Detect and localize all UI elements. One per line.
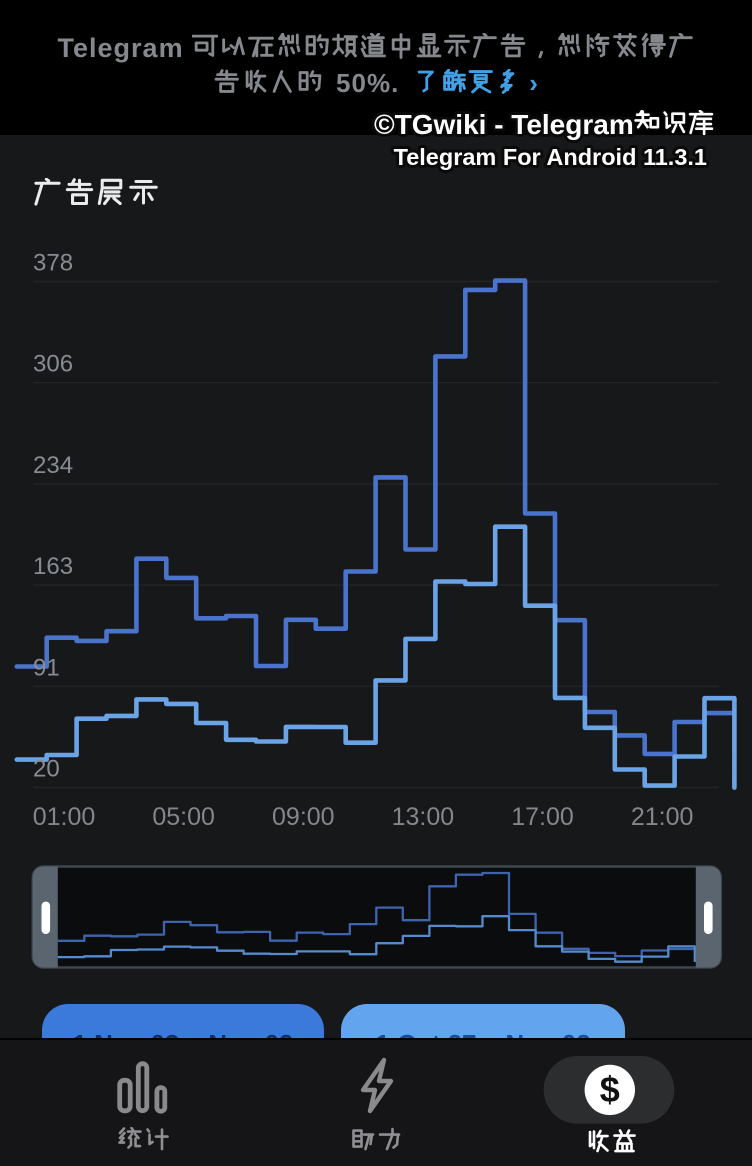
svg-text:09:00: 09:00 — [272, 803, 335, 831]
svg-text:01:00: 01:00 — [33, 803, 96, 831]
svg-text:234: 234 — [33, 452, 73, 479]
svg-text:13:00: 13:00 — [392, 803, 455, 831]
svg-text:Telegram For Android 11.3.1: Telegram For Android 11.3.1 — [394, 144, 707, 170]
svg-text:306: 306 — [33, 351, 73, 378]
svg-text:378: 378 — [33, 250, 73, 277]
svg-text:17:00: 17:00 — [511, 803, 574, 831]
svg-text:20: 20 — [33, 756, 60, 783]
svg-text:$: $ — [600, 1069, 620, 1110]
svg-text:91: 91 — [33, 654, 60, 681]
svg-text:©TGwiki - Telegram: ©TGwiki - Telegram — [374, 109, 634, 140]
svg-text:21:00: 21:00 — [631, 803, 694, 831]
svg-text:163: 163 — [33, 553, 73, 580]
svg-text:05:00: 05:00 — [152, 803, 215, 831]
